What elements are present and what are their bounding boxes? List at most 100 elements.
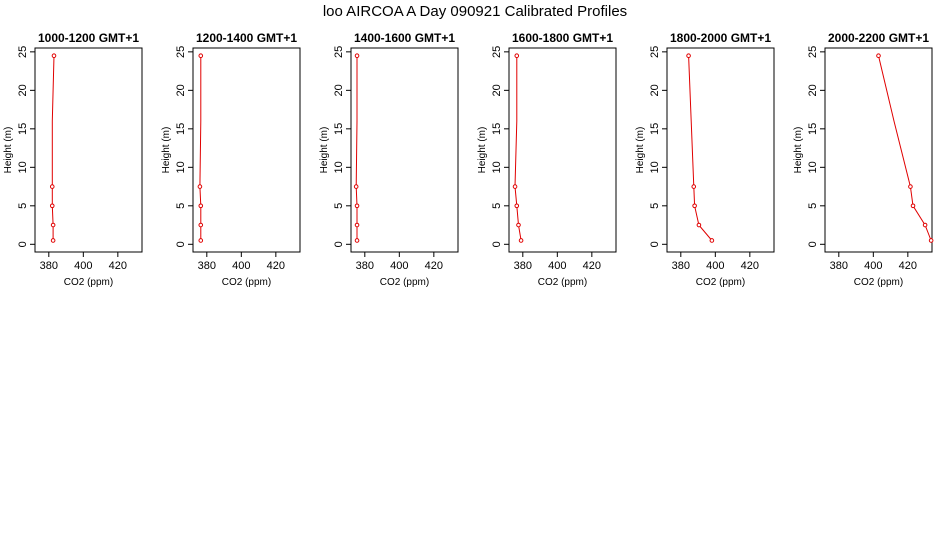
data-point <box>49 203 55 209</box>
x-axis-label: CO2 (ppm) <box>64 277 113 288</box>
y-axis-label: Height (m) <box>319 127 330 174</box>
panel-title: 1200-1400 GMT+1 <box>196 31 297 45</box>
plot-frame <box>508 47 617 253</box>
data-point <box>512 184 518 189</box>
x-tick-label: 380 <box>514 260 532 272</box>
profile-panel: 1600-1800 GMT+1 380 400 420 0 5 10 15 20 25 CO2 (p… <box>477 31 617 288</box>
data-point <box>198 238 204 243</box>
data-point <box>354 238 360 243</box>
profile-line <box>199 55 202 241</box>
y-tick-label: 10 <box>175 161 187 173</box>
data-point <box>49 184 55 189</box>
y-tick-label: 10 <box>807 161 819 173</box>
plot-frame <box>350 47 459 253</box>
y-tick-label: 0 <box>491 241 503 247</box>
y-tick-label: 20 <box>17 84 29 96</box>
profile-line <box>51 55 55 241</box>
profile-panel: 1400-1600 GMT+1 380 400 420 0 5 10 15 20 25 CO2 (p… <box>319 31 459 288</box>
data-point <box>50 222 56 228</box>
x-tick-label: 400 <box>74 260 92 272</box>
y-tick-label: 15 <box>175 123 187 135</box>
data-point <box>518 238 524 243</box>
profile-line <box>878 55 932 241</box>
x-tick-label: 420 <box>741 260 759 272</box>
plot-frame <box>192 47 301 253</box>
y-axis-label: Height (m) <box>3 127 14 174</box>
x-tick-label: 380 <box>356 260 374 272</box>
data-point <box>198 203 204 209</box>
y-tick-label: 15 <box>649 123 661 135</box>
x-axis-label: CO2 (ppm) <box>380 277 429 288</box>
data-point <box>354 222 360 228</box>
data-point <box>354 53 360 58</box>
x-tick-label: 400 <box>864 260 882 272</box>
panel-title: 1400-1600 GMT+1 <box>354 31 455 45</box>
data-point <box>197 184 203 189</box>
data-point <box>692 203 697 209</box>
y-tick-label: 10 <box>491 161 503 173</box>
data-point <box>908 184 913 189</box>
y-tick-label: 15 <box>333 123 345 135</box>
y-tick-label: 25 <box>807 46 819 58</box>
profile-line <box>355 55 358 241</box>
profile-panel: 1800-2000 GMT+1 380 400 420 0 5 10 15 20 25 CO2 (p… <box>635 31 775 288</box>
main-title: loo AIRCOA A Day 090921 Calibrated Profi… <box>323 3 627 20</box>
x-tick-label: 400 <box>706 260 724 272</box>
data-point <box>198 53 204 58</box>
plot-frame <box>824 47 933 253</box>
data-point <box>514 203 520 209</box>
panel-title: 1600-1800 GMT+1 <box>512 31 613 45</box>
plot-frame <box>34 47 143 253</box>
y-tick-label: 0 <box>333 241 345 247</box>
y-axis-label: Height (m) <box>635 127 646 174</box>
x-tick-label: 380 <box>672 260 690 272</box>
y-tick-label: 20 <box>175 84 187 96</box>
y-tick-label: 5 <box>491 203 503 209</box>
data-point <box>354 203 360 209</box>
y-tick-label: 20 <box>807 84 819 96</box>
y-tick-label: 25 <box>333 46 345 58</box>
y-tick-label: 20 <box>491 84 503 96</box>
data-point <box>928 238 934 243</box>
panel-title: 2000-2200 GMT+1 <box>828 31 929 45</box>
y-tick-label: 0 <box>17 241 29 247</box>
data-point <box>51 53 57 58</box>
y-axis-label: Height (m) <box>161 127 172 174</box>
y-tick-label: 15 <box>491 123 503 135</box>
profile-panel: 1000-1200 GMT+1 380 400 420 0 5 10 15 20 25 CO2 (p… <box>3 31 143 288</box>
y-tick-label: 0 <box>175 241 187 247</box>
x-axis-label: CO2 (ppm) <box>222 277 271 288</box>
y-tick-label: 5 <box>807 203 819 209</box>
panels: 1000-1200 GMT+1 380 400 420 0 5 10 15 20 25 CO2 (p… <box>3 31 934 288</box>
data-point <box>516 222 521 228</box>
data-point <box>514 53 520 58</box>
y-tick-label: 25 <box>491 46 503 58</box>
data-point <box>876 53 881 58</box>
x-tick-label: 380 <box>198 260 216 272</box>
y-tick-label: 25 <box>17 46 29 58</box>
panel-title: 1000-1200 GMT+1 <box>38 31 139 45</box>
y-tick-label: 5 <box>175 203 187 209</box>
y-tick-label: 15 <box>807 123 819 135</box>
y-tick-label: 5 <box>17 203 29 209</box>
x-axis-label: CO2 (ppm) <box>696 277 745 288</box>
y-tick-label: 10 <box>333 161 345 173</box>
data-point <box>691 184 697 189</box>
x-tick-label: 420 <box>899 260 917 272</box>
y-tick-label: 25 <box>649 46 661 58</box>
data-point <box>709 238 715 243</box>
profile-panel: 2000-2200 GMT+1 380 400 420 0 5 10 15 20 25 CO2 (p… <box>793 31 934 288</box>
x-tick-label: 400 <box>232 260 250 272</box>
x-tick-label: 380 <box>830 260 848 272</box>
data-point <box>198 222 204 228</box>
plot-frame <box>666 47 775 253</box>
x-tick-label: 400 <box>548 260 566 272</box>
y-tick-label: 20 <box>649 84 661 96</box>
data-point <box>353 184 359 189</box>
y-tick-label: 20 <box>333 84 345 96</box>
y-tick-label: 25 <box>175 46 187 58</box>
data-point <box>50 238 56 243</box>
x-tick-label: 420 <box>267 260 285 272</box>
data-point <box>696 222 702 228</box>
